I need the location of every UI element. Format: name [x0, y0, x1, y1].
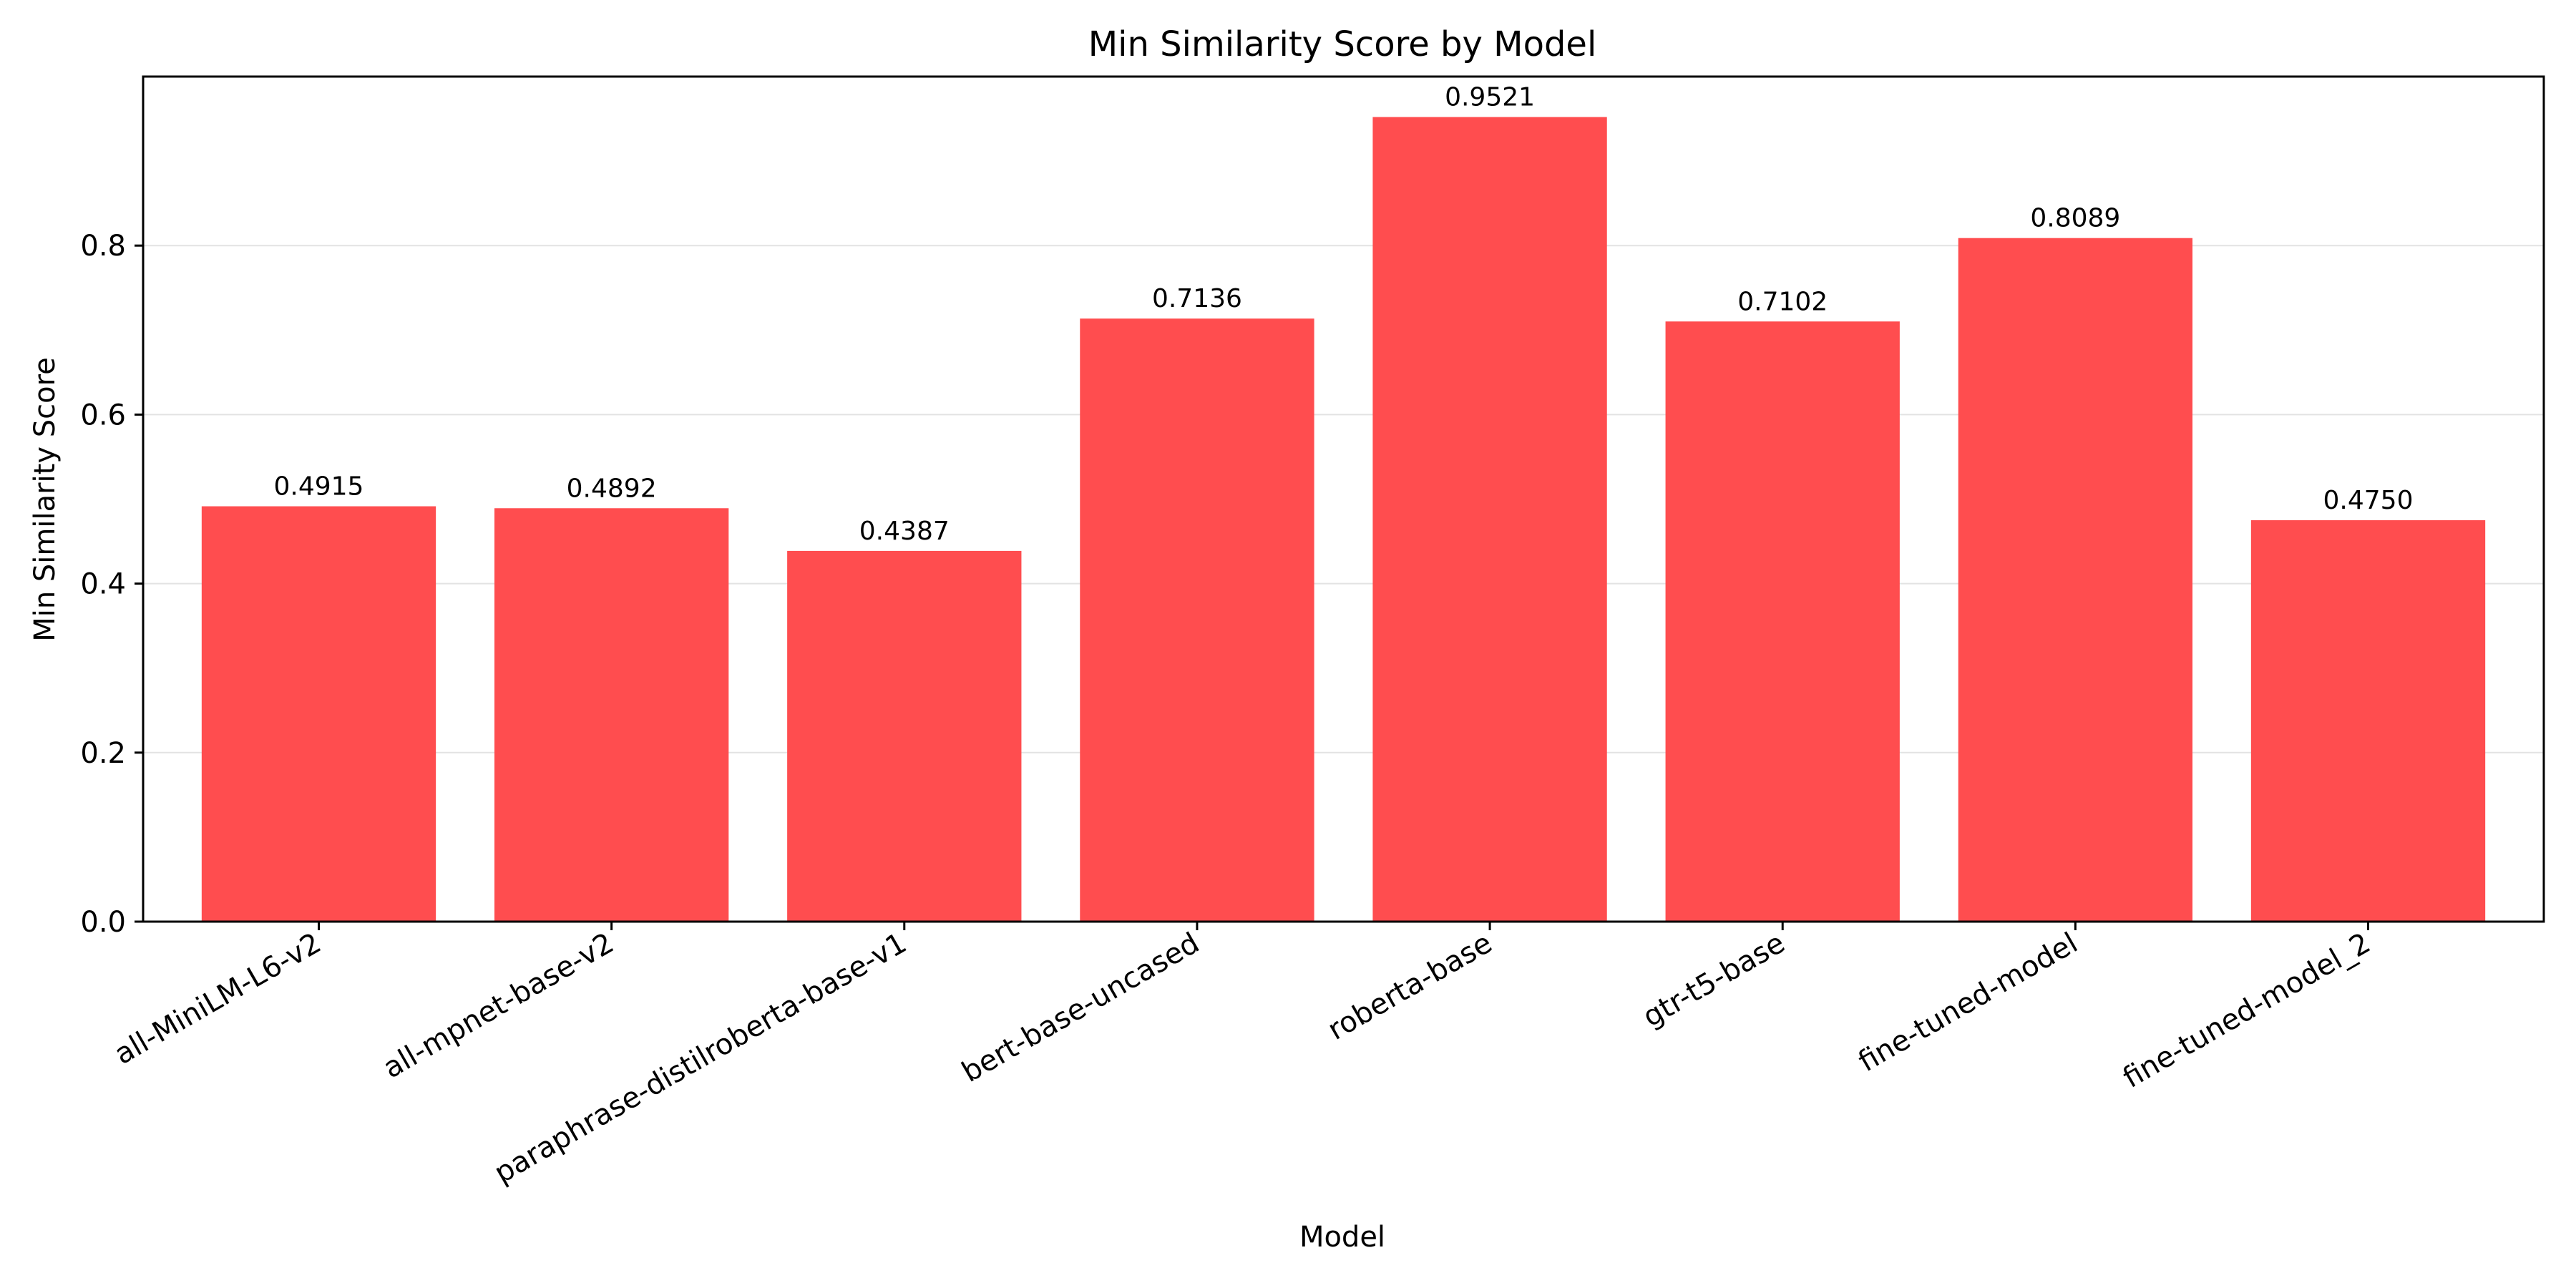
x-axis-label: Model: [1299, 1221, 1385, 1254]
bar-value-label: 0.4915: [274, 472, 364, 502]
bar-fine-tuned-model: [1958, 238, 2193, 922]
y-tick-label: 0.6: [80, 399, 126, 431]
bar-value-label: 0.8089: [2030, 204, 2120, 233]
bars-layer: [201, 117, 2486, 922]
plot-frame: [142, 75, 2545, 923]
y-tick-label: 0.0: [80, 906, 126, 939]
x-tick-label: all-MiniLM-L6-v2: [109, 927, 326, 1071]
axes-layer: [135, 75, 2545, 930]
x-tick-label: gtr-t5-base: [1637, 927, 1790, 1034]
bar-bert-base-uncased: [1080, 318, 1314, 922]
bar-value-label: 0.7136: [1152, 284, 1242, 313]
bar-value-label: 0.4387: [859, 517, 950, 546]
bar-value-label: 0.4750: [2323, 486, 2414, 515]
x-tick-label: all-mpnet-base-v2: [378, 927, 620, 1085]
x-tick-label: fine-tuned-model: [1853, 927, 2084, 1078]
y-tick-label: 0.2: [80, 737, 126, 770]
bar-fine-tuned-model_2: [2250, 520, 2486, 922]
bar-all-mpnet-base-v2: [494, 508, 729, 922]
bar-roberta-base: [1372, 117, 1607, 922]
bar-paraphrase-distilroberta-base-v1: [787, 550, 1022, 922]
x-tick-label: roberta-base: [1322, 927, 1498, 1047]
x-tick-label: bert-base-uncased: [957, 927, 1205, 1089]
chart-title: Min Similarity Score by Model: [1088, 24, 1597, 64]
bar-all-MiniLM-L6-v2: [201, 506, 436, 922]
x-tick-label: fine-tuned-model_2: [2117, 927, 2376, 1095]
bar-value-label: 0.9521: [1445, 83, 1535, 112]
bar-value-label: 0.4892: [567, 474, 657, 503]
y-tick-label: 0.4: [80, 568, 126, 601]
y-axis-label: Min Similarity Score: [29, 357, 62, 642]
y-tick-label: 0.8: [80, 230, 126, 263]
bar-value-label: 0.7102: [1737, 287, 1828, 316]
bar-gtr-t5-base: [1665, 321, 1900, 922]
